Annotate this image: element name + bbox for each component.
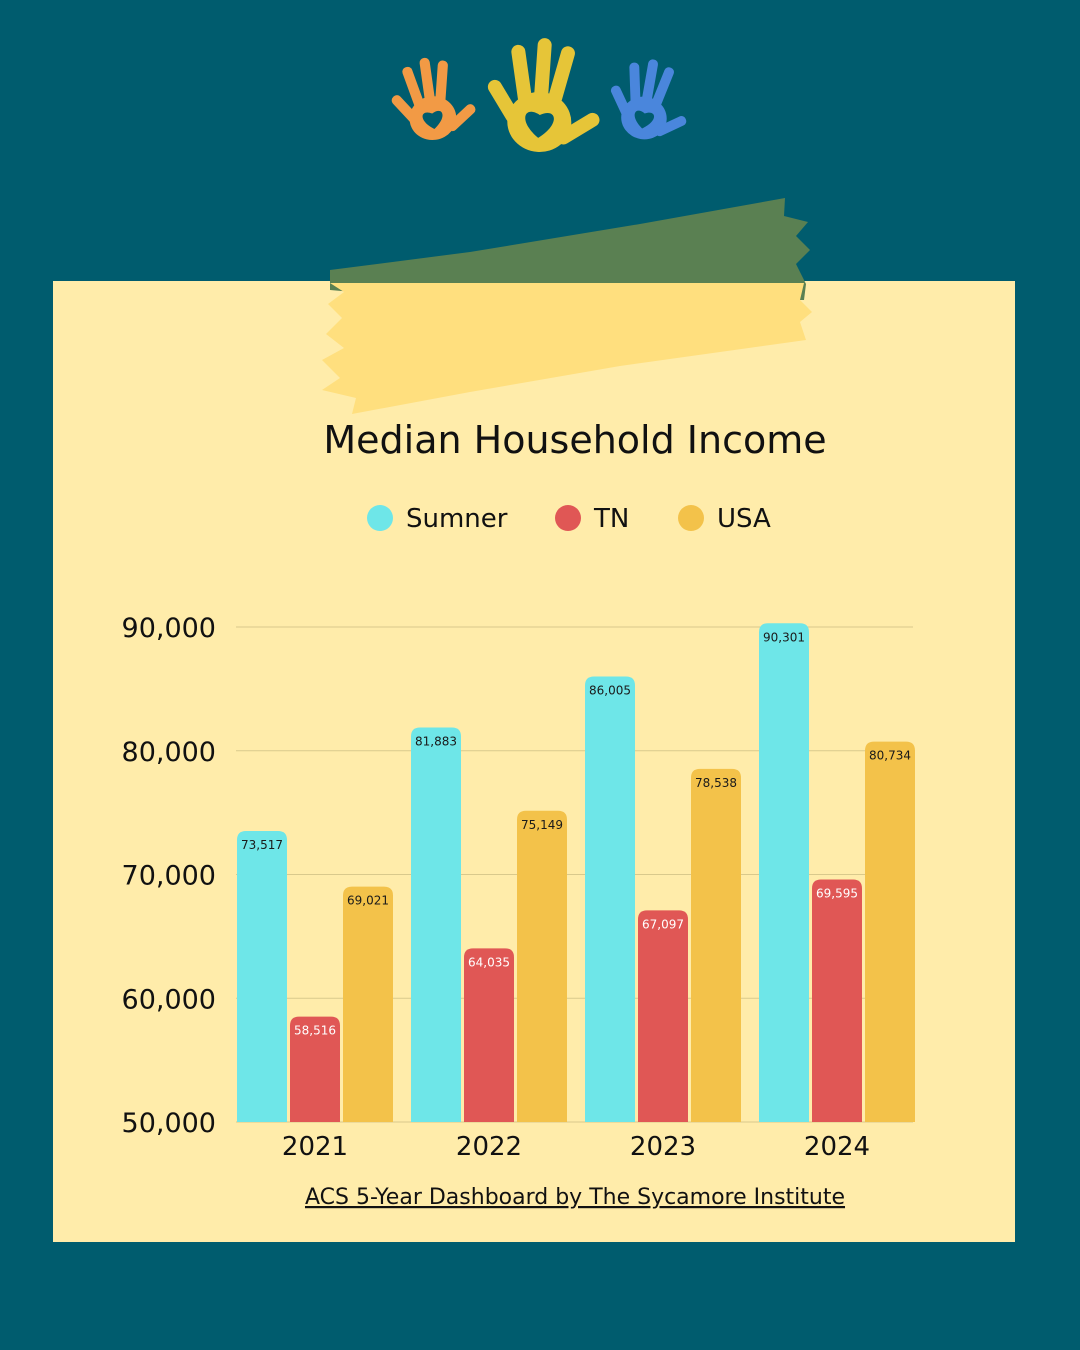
x-tick-label: 2024 [804, 1132, 870, 1162]
bar-sumner-2021 [237, 830, 287, 1122]
data-label: 58,516 [294, 1024, 336, 1038]
legend-swatch-usa [678, 505, 704, 531]
legend-swatch-tn [555, 505, 581, 531]
bar-tn-2023 [638, 910, 688, 1122]
x-tick-label: 2022 [456, 1132, 522, 1162]
bar-sumner-2022 [411, 727, 461, 1122]
data-label: 69,021 [347, 894, 389, 908]
bar-tn-2024 [812, 879, 862, 1122]
data-label: 73,517 [241, 838, 283, 852]
tape-decoration [322, 198, 812, 414]
bar-usa-2021 [343, 886, 393, 1122]
blue-handprint-icon [610, 59, 687, 140]
legend-label-usa: USA [717, 504, 771, 534]
legend-swatch-sumner [367, 505, 393, 531]
x-tick-label: 2023 [630, 1132, 696, 1162]
bar-usa-2024 [865, 741, 915, 1122]
y-tick-label: 50,000 [122, 1108, 216, 1139]
y-tick-label: 80,000 [122, 737, 216, 768]
chart-title: Median Household Income [323, 418, 826, 462]
x-axis: 2021 2022 2023 2024 [282, 1132, 870, 1162]
handprints-decoration [391, 38, 687, 152]
source-link[interactable]: ACS 5-Year Dashboard by The Sycamore Ins… [305, 1185, 845, 1210]
data-label: 90,301 [763, 630, 805, 644]
data-label: 69,595 [816, 887, 858, 901]
legend-label-tn: TN [593, 504, 629, 534]
legend-label-sumner: Sumner [406, 504, 508, 534]
y-tick-label: 60,000 [122, 984, 216, 1015]
chart-bars: 73,517 58,516 69,021 81,883 64,035 75,149 86,0… [237, 623, 915, 1122]
data-label: 67,097 [642, 917, 684, 931]
bar-usa-2023 [691, 768, 741, 1122]
y-tick-label: 70,000 [122, 861, 216, 892]
data-label: 64,035 [468, 955, 510, 969]
chart-legend: Sumner TN USA [367, 504, 771, 534]
data-label: 78,538 [695, 776, 737, 790]
y-tick-label: 90,000 [122, 613, 216, 644]
orange-handprint-icon [391, 57, 476, 141]
bar-tn-2021 [290, 1016, 340, 1122]
bar-sumner-2024 [759, 623, 809, 1122]
yellow-handprint-icon [487, 38, 600, 152]
bar-usa-2022 [517, 810, 567, 1122]
bar-tn-2022 [464, 948, 514, 1122]
green-tape [330, 198, 810, 300]
bar-sumner-2023 [585, 676, 635, 1122]
yellow-tape [322, 283, 812, 414]
data-label: 75,149 [521, 818, 563, 832]
y-axis: 50,000 60,000 70,000 80,000 90,000 [122, 613, 216, 1139]
data-label: 81,883 [415, 734, 457, 748]
data-label: 86,005 [589, 683, 631, 697]
data-label: 80,734 [869, 749, 911, 763]
x-tick-label: 2021 [282, 1132, 348, 1162]
